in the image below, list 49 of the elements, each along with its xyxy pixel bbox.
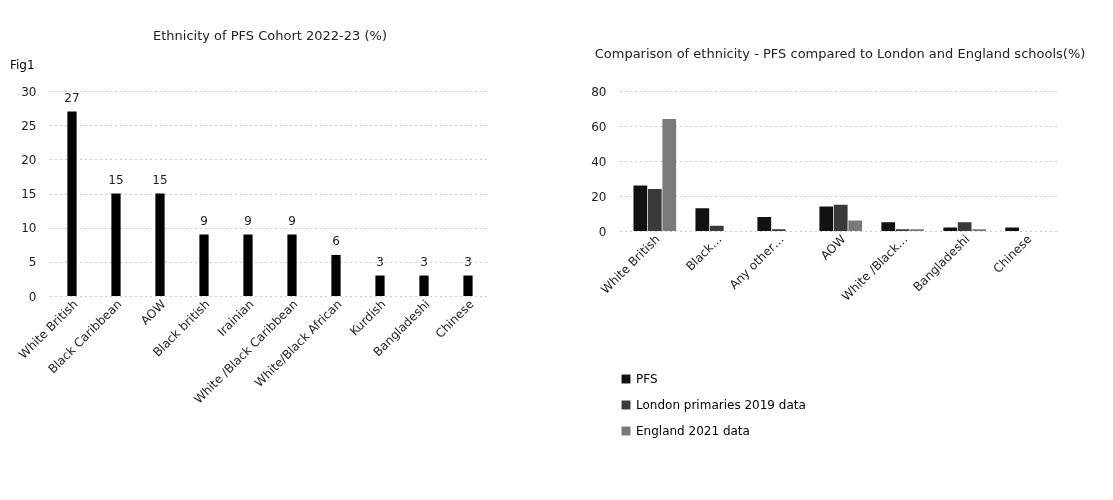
bar <box>243 234 253 296</box>
y-tick-label: 10 <box>21 221 37 236</box>
caption: Fig1 <box>10 58 35 72</box>
bar <box>757 217 772 231</box>
data-label: 9 <box>288 213 296 228</box>
y-tick-label: 25 <box>21 118 37 133</box>
bar <box>662 119 677 231</box>
bar <box>463 275 473 296</box>
bar <box>881 222 896 231</box>
y-tick-label: 5 <box>28 255 37 270</box>
bar <box>848 220 863 231</box>
y-tick-label: 20 <box>21 152 37 167</box>
y-tick-label: 0 <box>598 224 607 239</box>
data-label: 3 <box>420 254 428 269</box>
bar <box>199 234 209 296</box>
legend-label: PFS <box>636 372 658 386</box>
data-label: 6 <box>332 234 340 248</box>
bar <box>67 111 77 296</box>
bar <box>695 208 710 231</box>
bar <box>633 185 648 231</box>
legend-label: England 2021 data <box>636 424 750 438</box>
data-label: 3 <box>464 254 472 269</box>
y-tick-label: 40 <box>591 154 607 169</box>
chart-title: Ethnicity of PFS Cohort 2022-23 (%) <box>153 28 387 43</box>
y-tick-label: 15 <box>21 187 37 201</box>
data-label: 3 <box>376 254 384 269</box>
y-tick-label: 80 <box>591 84 607 99</box>
bar <box>957 222 972 231</box>
bar <box>287 234 297 296</box>
bar <box>819 206 834 231</box>
y-tick-label: 30 <box>21 84 37 99</box>
data-label: 15 <box>108 172 124 187</box>
y-tick-label: 60 <box>591 119 607 134</box>
y-tick-label: 20 <box>591 189 607 204</box>
bar <box>331 255 341 296</box>
bar <box>111 193 121 296</box>
data-label: 9 <box>244 213 252 228</box>
data-label: 27 <box>64 90 80 105</box>
bar <box>709 225 724 231</box>
data-label: 15 <box>152 172 168 187</box>
chart-title: Comparison of ethnicity - PFS compared to London and England schools(%) <box>594 46 1086 61</box>
y-tick-label: 0 <box>28 289 37 304</box>
bar <box>375 275 385 296</box>
legend-label: London primaries 2019 data <box>636 398 806 412</box>
bar <box>155 193 165 296</box>
bar <box>419 275 429 296</box>
data-label: 9 <box>200 213 208 228</box>
bar <box>647 189 662 231</box>
bar <box>833 204 848 231</box>
